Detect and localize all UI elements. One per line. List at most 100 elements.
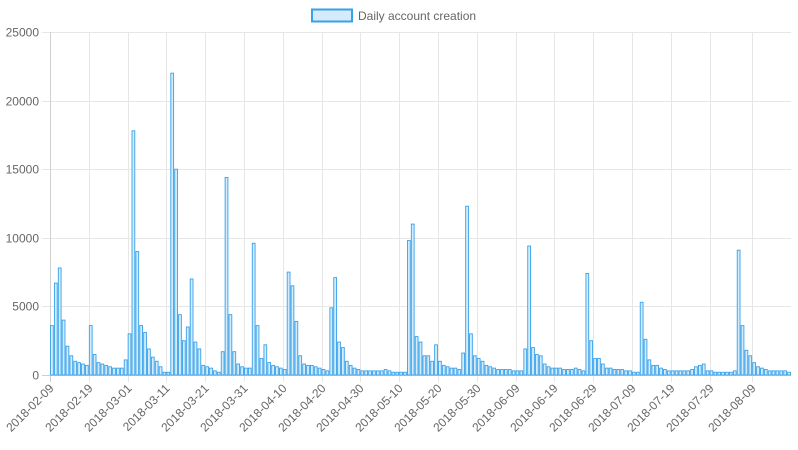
bar[interactable] [391,371,396,376]
bar[interactable] [496,369,500,376]
bar[interactable] [383,369,388,376]
bar[interactable] [426,355,431,376]
bar[interactable] [569,369,574,376]
bar[interactable] [166,371,171,376]
bar[interactable] [682,370,687,376]
bar[interactable] [624,370,628,376]
bar[interactable] [407,240,411,376]
bar[interactable] [690,369,694,376]
bar[interactable] [756,366,760,376]
bar[interactable] [430,360,434,376]
bar[interactable] [116,367,120,376]
bar[interactable] [259,358,264,376]
bar[interactable] [337,341,341,376]
bar[interactable] [193,341,198,376]
bar[interactable] [158,366,163,376]
bar[interactable] [88,325,93,376]
bar[interactable] [760,367,764,376]
bar[interactable] [721,371,725,376]
bar[interactable] [744,349,749,376]
bar[interactable] [663,369,667,376]
bar[interactable] [783,370,788,376]
bar[interactable] [678,370,683,376]
bar[interactable] [352,367,357,376]
bar[interactable] [209,367,213,376]
bar[interactable] [240,366,244,376]
bar[interactable] [255,325,260,376]
bar[interactable] [247,367,252,376]
bar[interactable] [286,271,291,376]
bar[interactable] [585,273,590,376]
legend-swatch[interactable] [311,8,353,23]
bar[interactable] [461,352,466,376]
bar[interactable] [476,358,481,376]
bar[interactable] [732,370,737,376]
bar[interactable] [597,358,601,376]
bar[interactable] [50,325,54,376]
bar[interactable] [344,360,349,376]
bar[interactable] [713,371,718,376]
bar[interactable] [329,307,334,376]
bar[interactable] [143,332,147,376]
bar[interactable] [697,364,702,376]
bar[interactable] [573,367,578,376]
bar[interactable] [53,282,58,376]
bar[interactable] [119,367,124,376]
bar[interactable] [65,345,70,376]
bar[interactable] [422,355,427,376]
bar[interactable] [511,370,516,376]
bar[interactable] [736,249,741,376]
bar[interactable] [472,355,477,376]
bar[interactable] [189,278,194,376]
bar[interactable] [77,362,81,376]
bar[interactable] [220,351,225,376]
bar[interactable] [399,371,403,376]
bar[interactable] [546,366,551,376]
bar[interactable] [325,370,330,376]
bar[interactable] [701,363,706,376]
bar[interactable] [387,370,392,376]
bar[interactable] [608,367,613,376]
bar[interactable] [236,363,240,376]
bar[interactable] [57,267,62,376]
bar[interactable] [306,364,310,376]
bar[interactable] [620,369,625,376]
bar[interactable] [232,351,237,376]
bar[interactable] [224,176,229,376]
bar[interactable] [170,72,175,376]
bar[interactable] [628,370,632,376]
bar[interactable] [651,364,656,376]
bar[interactable] [244,367,248,376]
bar[interactable] [267,362,272,376]
bar[interactable] [717,371,722,376]
bar[interactable] [395,371,400,376]
bar[interactable] [205,366,209,376]
bar[interactable] [197,348,202,376]
bar[interactable] [81,363,85,376]
bar[interactable] [375,370,380,376]
bar[interactable] [523,348,528,376]
bar[interactable] [515,370,520,376]
bar[interactable] [725,371,729,376]
bar[interactable] [748,355,753,376]
bar[interactable] [694,366,698,376]
bar[interactable] [379,370,384,376]
bar[interactable] [589,340,594,376]
bar[interactable] [639,301,644,376]
bar[interactable] [538,355,543,376]
bar[interactable] [670,370,675,376]
bar[interactable] [123,359,128,376]
bar[interactable] [469,333,473,376]
bar[interactable] [372,370,376,376]
bar[interactable] [480,360,485,376]
bar[interactable] [550,367,555,376]
bar[interactable] [674,370,679,376]
bar[interactable] [310,364,314,376]
bar[interactable] [445,366,450,376]
bar[interactable] [531,347,535,376]
bar[interactable] [73,360,78,376]
bar[interactable] [616,369,621,376]
bar[interactable] [403,371,407,376]
bar[interactable] [434,344,438,376]
bar[interactable] [593,358,597,376]
